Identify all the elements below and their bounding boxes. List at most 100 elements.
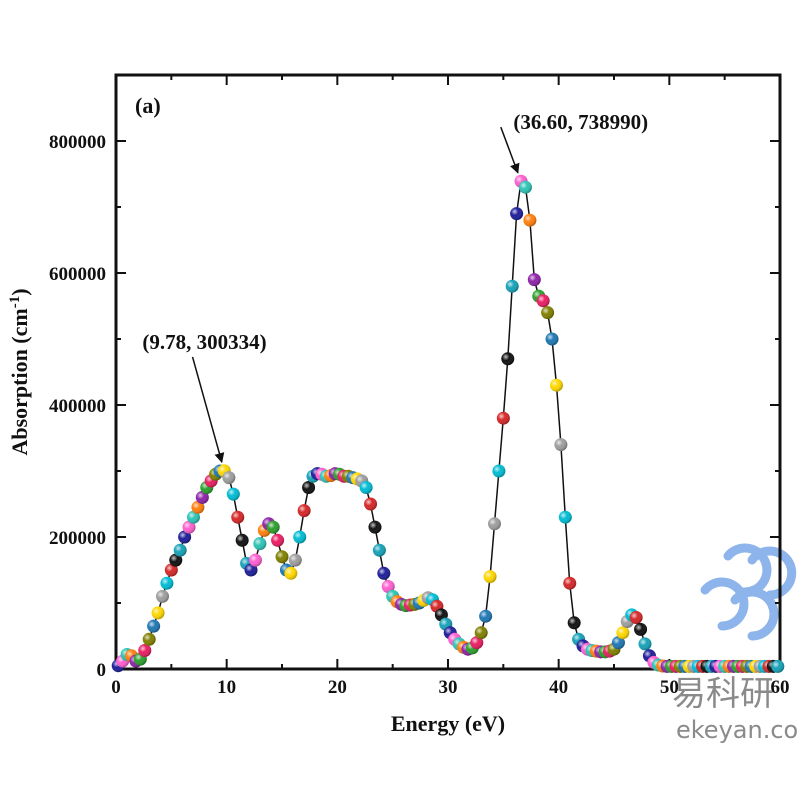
data-point: [288, 553, 302, 567]
series-polyline: [117, 179, 778, 668]
data-point-shine: [496, 411, 510, 425]
y-axis-title-main: Absorption (cm: [7, 308, 32, 455]
data-point-shine: [501, 352, 515, 366]
data-point: [549, 378, 563, 392]
data-points: [111, 174, 785, 673]
annotations: (9.78, 300334) (36.60, 738990): [142, 110, 648, 464]
data-point: [505, 279, 519, 293]
data-point-shine: [248, 553, 262, 567]
data-point-shine: [527, 273, 541, 287]
y-tick-label: 400000: [49, 396, 106, 417]
data-point-shine: [479, 609, 493, 623]
data-point-shine: [164, 563, 178, 577]
data-point: [496, 411, 510, 425]
x-tick-label: 50: [660, 677, 679, 698]
data-point: [368, 520, 382, 534]
data-point: [235, 533, 249, 547]
data-point-shine: [567, 616, 581, 630]
data-point-shine: [492, 464, 506, 478]
data-point: [558, 510, 572, 524]
data-point-shine: [638, 637, 652, 651]
data-point: [142, 632, 156, 646]
data-point: [381, 580, 395, 593]
data-point-shine: [297, 504, 311, 518]
data-point-shine: [271, 533, 285, 547]
data-point: [302, 481, 316, 494]
data-point: [195, 490, 209, 504]
annotation-arrow: [191, 356, 225, 464]
data-point-shine: [510, 207, 524, 221]
data-point: [178, 530, 192, 544]
panel-label: (a): [135, 93, 161, 118]
data-point: [629, 611, 643, 625]
data-point: [518, 180, 532, 194]
y-tick-label: 200000: [49, 528, 106, 549]
x-tick-label: 30: [439, 677, 458, 698]
data-point-shine: [293, 530, 307, 544]
data-point-shine: [359, 481, 373, 494]
data-point: [266, 520, 280, 534]
plot-frame: [114, 73, 782, 671]
annotation-label: (36.60, 738990): [513, 110, 648, 134]
data-point: [173, 543, 187, 557]
data-point-shine: [173, 543, 187, 557]
data-point: [151, 606, 165, 620]
y-axis-title-close: ): [7, 288, 32, 295]
data-point-shine: [377, 566, 391, 580]
annotation-arrow: [500, 126, 520, 174]
data-point: [567, 616, 581, 630]
data-point: [492, 464, 506, 478]
data-point: [364, 497, 378, 511]
data-point: [164, 563, 178, 577]
data-point: [771, 659, 785, 673]
data-point-shine: [235, 533, 249, 547]
data-point: [487, 517, 501, 531]
data-point: [554, 438, 568, 452]
data-point-shine: [487, 517, 501, 531]
data-point-shine: [178, 530, 192, 544]
data-point-shine: [288, 553, 302, 567]
data-point-shine: [611, 636, 625, 650]
data-point: [634, 622, 648, 636]
data-point-shine: [505, 279, 519, 293]
data-point-shine: [186, 510, 200, 524]
data-point-shine: [222, 471, 236, 485]
data-point-shine: [634, 622, 648, 636]
data-point-shine: [616, 626, 630, 640]
data-point: [510, 207, 524, 221]
data-point-shine: [483, 570, 497, 584]
data-point-shine: [253, 537, 267, 551]
data-point: [248, 553, 262, 567]
data-point-shine: [231, 510, 245, 524]
data-point-shine: [771, 659, 785, 673]
data-point-shine: [381, 580, 395, 593]
data-point: [284, 566, 298, 580]
data-point: [541, 306, 555, 320]
data-point: [638, 637, 652, 651]
data-point-shine: [155, 589, 169, 603]
x-tick-label: 0: [111, 677, 121, 698]
data-point-shine: [558, 510, 572, 524]
series-line: [117, 179, 778, 668]
data-point-shine: [474, 626, 488, 640]
data-point-shine: [302, 481, 316, 494]
data-point: [293, 530, 307, 544]
data-point-shine: [142, 632, 156, 646]
data-point-shine: [147, 619, 161, 633]
data-point: [155, 589, 169, 603]
data-point-shine: [169, 553, 183, 567]
data-point-shine: [244, 563, 258, 577]
data-point: [169, 553, 183, 567]
y-axis-title-sup: -1: [7, 296, 23, 309]
data-point: [231, 510, 245, 524]
data-point: [147, 619, 161, 633]
data-point: [244, 563, 258, 577]
data-point-shine: [266, 520, 280, 534]
x-tick-label: 40: [549, 677, 568, 698]
annotation-label: (9.78, 300334): [142, 330, 266, 354]
data-point-shine: [563, 576, 577, 590]
watermark-text-cn: 易科研: [672, 674, 774, 714]
data-point: [275, 550, 289, 564]
